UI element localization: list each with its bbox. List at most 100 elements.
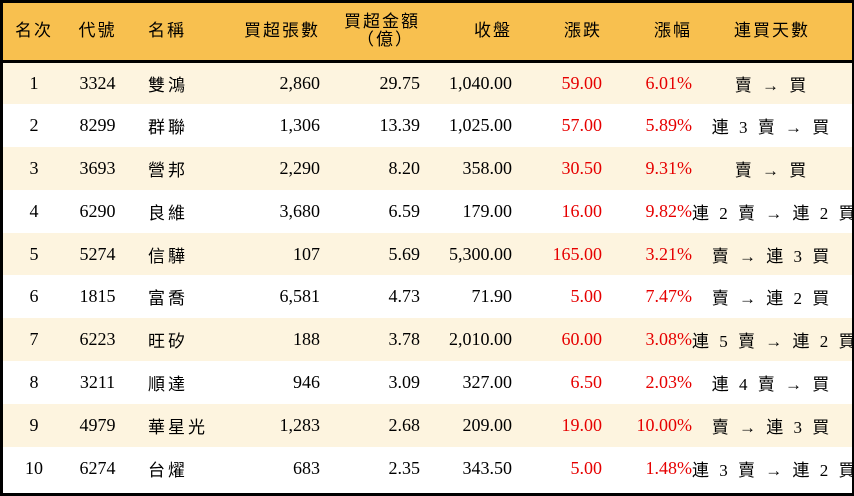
- cell-net-buy-lots: 683: [293, 457, 320, 478]
- cell-name: 華星光: [148, 418, 208, 438]
- cell-rank: 7: [29, 329, 39, 350]
- cell-name: 富喬: [148, 289, 188, 309]
- cell-net-buy-lots: 6,581: [279, 286, 321, 307]
- cell-close: 343.50: [462, 457, 513, 478]
- cell-net-buy-amount: 8.20: [388, 157, 421, 178]
- table-row: 10 6274 台燿 683 2.35 343.50 5.00 1.48% 連 …: [3, 447, 854, 490]
- cell-rank: 8: [29, 372, 39, 393]
- cell-change-pct: 5.89%: [645, 114, 693, 135]
- cell-change-pct: 10.00%: [636, 415, 693, 436]
- table-row: 3 3693 營邦 2,290 8.20 358.00 30.50 9.31% …: [3, 146, 852, 190]
- cell-change-pct: 2.03%: [645, 372, 693, 393]
- cell-close: 5,300.00: [449, 243, 512, 264]
- header-rank: 名次: [15, 21, 53, 41]
- cell-code: 8299: [79, 114, 116, 135]
- cell-net-buy-amount: 2.68: [388, 415, 421, 436]
- cell-net-buy-lots: 3,680: [279, 200, 321, 221]
- cell-change: 19.00: [561, 415, 603, 436]
- cell-net-buy-amount: 3.78: [388, 329, 421, 350]
- header-net-buy-amount-unit: （億）: [357, 30, 414, 50]
- table-row: 1 3324 雙鴻 2,860 29.75 1,040.00 59.00 6.0…: [3, 61, 852, 104]
- cell-change: 59.00: [561, 72, 603, 93]
- cell-net-buy-lots: 2,290: [279, 157, 321, 178]
- cell-streak: 賣 → 買: [734, 160, 810, 180]
- cell-close: 179.00: [462, 200, 513, 221]
- cell-change: 5.00: [570, 457, 603, 478]
- cell-close: 209.00: [462, 415, 513, 436]
- cell-name: 信驊: [148, 246, 188, 266]
- cell-net-buy-lots: 1,306: [279, 114, 321, 135]
- cell-name: 旺矽: [148, 332, 188, 352]
- cell-rank: 5: [29, 243, 39, 264]
- cell-code: 3211: [79, 372, 116, 393]
- cell-code: 5274: [79, 243, 116, 264]
- cell-change: 30.50: [561, 157, 603, 178]
- cell-net-buy-lots: 2,860: [279, 72, 321, 93]
- cell-net-buy-lots: 1,283: [279, 415, 321, 436]
- cell-code: 6223: [79, 329, 116, 350]
- header-streak: 連買天數: [734, 21, 810, 41]
- cell-streak: 賣 → 買: [734, 75, 810, 95]
- cell-rank: 4: [29, 200, 39, 221]
- cell-streak: 連 2 賣 → 連 2 買: [692, 203, 854, 223]
- cell-change: 165.00: [552, 243, 603, 264]
- cell-streak: 連 3 賣 → 買: [711, 117, 833, 137]
- cell-change-pct: 1.48%: [645, 457, 693, 478]
- table-row: 5 5274 信驊 107 5.69 5,300.00 165.00 3.21%…: [3, 232, 852, 276]
- header-net-buy-amount: 買超金額 （億）: [320, 3, 420, 61]
- cell-code: 1815: [79, 286, 116, 307]
- header-net-buy-lots: 買超張數: [244, 21, 320, 41]
- header-code: 代號: [78, 21, 117, 41]
- cell-change-pct: 3.21%: [645, 243, 693, 264]
- cell-streak: 連 4 賣 → 買: [711, 375, 833, 395]
- cell-net-buy-lots: 188: [293, 329, 320, 350]
- header-change-pct: 漲幅: [654, 21, 692, 41]
- cell-name: 台燿: [148, 460, 188, 480]
- cell-rank: 10: [25, 457, 43, 478]
- cell-code: 3324: [79, 72, 116, 93]
- cell-net-buy-amount: 3.09: [388, 372, 421, 393]
- header-net-buy-amount-line1: 買超金額: [344, 12, 420, 32]
- cell-rank: 1: [29, 72, 39, 93]
- cell-streak: 賣 → 連 3 買: [711, 246, 833, 266]
- cell-code: 6290: [79, 200, 116, 221]
- cell-name: 順達: [148, 375, 188, 395]
- cell-change-pct: 9.82%: [645, 200, 693, 221]
- cell-close: 358.00: [462, 157, 513, 178]
- header-name: 名稱: [148, 21, 186, 41]
- cell-net-buy-amount: 4.73: [388, 286, 421, 307]
- table-row: 2 8299 群聯 1,306 13.39 1,025.00 57.00 5.8…: [3, 103, 852, 147]
- cell-name: 群聯: [148, 117, 188, 137]
- table-row: 7 6223 旺矽 188 3.78 2,010.00 60.00 3.08% …: [3, 318, 854, 362]
- cell-rank: 6: [29, 286, 39, 307]
- header-close: 收盤: [474, 21, 512, 41]
- cell-change: 16.00: [561, 200, 603, 221]
- cell-net-buy-amount: 2.35: [388, 457, 421, 478]
- cell-streak: 連 5 賣 → 連 2 買: [692, 332, 854, 352]
- cell-net-buy-amount: 5.69: [388, 243, 421, 264]
- cell-net-buy-amount: 29.75: [379, 72, 421, 93]
- cell-net-buy-lots: 946: [293, 372, 320, 393]
- table-row: 8 3211 順達 946 3.09 327.00 6.50 2.03% 連 4…: [3, 361, 852, 405]
- cell-close: 71.90: [471, 286, 513, 307]
- cell-streak: 賣 → 連 2 買: [711, 289, 833, 309]
- cell-close: 327.00: [462, 372, 513, 393]
- cell-change: 60.00: [561, 329, 603, 350]
- cell-net-buy-amount: 6.59: [388, 200, 421, 221]
- cell-rank: 3: [29, 157, 39, 178]
- cell-code: 6274: [79, 457, 116, 478]
- cell-close: 1,025.00: [449, 114, 512, 135]
- table-header-row: 名次 代號 名稱 買超張數 買超金額 （億） 收盤 漲跌 漲幅 連買天數: [3, 3, 852, 61]
- cell-streak: 賣 → 連 3 買: [711, 418, 833, 438]
- cell-change: 6.50: [570, 372, 603, 393]
- table-row: 6 1815 富喬 6,581 4.73 71.90 5.00 7.47% 賣 …: [3, 275, 852, 319]
- cell-name: 雙鴻: [148, 75, 188, 95]
- cell-code: 4979: [79, 415, 116, 436]
- cell-rank: 9: [29, 415, 39, 436]
- cell-net-buy-lots: 107: [293, 243, 320, 264]
- table-row: 9 4979 華星光 1,283 2.68 209.00 19.00 10.00…: [3, 404, 852, 448]
- cell-code: 3693: [79, 157, 116, 178]
- cell-change-pct: 9.31%: [645, 157, 693, 178]
- cell-net-buy-amount: 13.39: [379, 114, 421, 135]
